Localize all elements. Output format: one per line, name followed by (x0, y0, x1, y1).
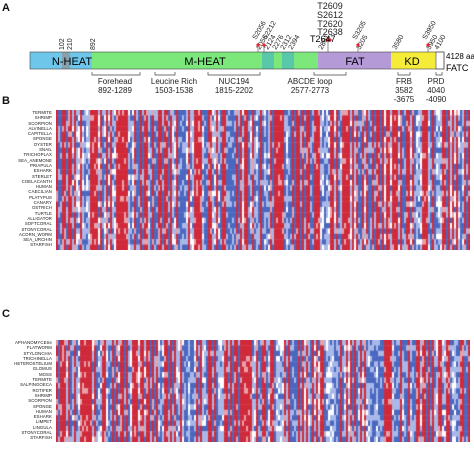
alignment-c-species-label: STONYCORAL (21, 430, 52, 436)
alignment-b-species-label: COELACANTH (21, 178, 52, 184)
alignment-b-species-label: SCORPION (28, 120, 52, 126)
region-leucine-name: Leucine Rich (151, 77, 197, 86)
alignment-b-species-label: TURTLE (34, 210, 52, 216)
domain-label-kd: KD (404, 56, 419, 68)
domain-diagram: N-HEAT M-HEAT FAT KD FATC 4128 aa 102 21… (29, 1, 474, 104)
alignment-b-species-label: OYSTER (33, 141, 52, 147)
region-frb-range: 3582 -3675 (394, 86, 415, 104)
site-label-t2609: T2609 (317, 1, 343, 11)
region-prd-range: 4040 -4090 (426, 86, 447, 104)
alignment-b-species-label: TERMITE (32, 110, 52, 115)
alignment-c-species-label: ROTIFER (32, 387, 52, 393)
site-marker-t2609 (325, 38, 329, 42)
alignment-b-species-label: SNAIL (39, 147, 52, 153)
alignment-c-species-label: FLATWORM (26, 345, 52, 351)
site-marker-s3950 (426, 43, 430, 47)
alignment-b-species-label: SOFTCORAL (24, 221, 52, 227)
region-abcde-range: 2577-2773 (291, 86, 330, 95)
region-nuc194-range: 1815-2202 (215, 86, 254, 95)
region-frb-name: FRB (396, 77, 412, 86)
alignment-c-species-label: SPONGE (33, 403, 52, 409)
site-label-t2620: T2620 (317, 19, 343, 29)
domain-fatc (435, 51, 445, 70)
site-marker-s2212 (262, 43, 266, 47)
alignment-b-species-label: PLATYPUS (29, 194, 52, 200)
alignment-b-species-label: STERLET (31, 173, 52, 179)
alignment-c-species-label: MOSS (38, 371, 52, 377)
domain-label-m-heat: M-HEAT (184, 56, 226, 68)
alignment-c-species-label: SALPINGOECA (20, 382, 52, 388)
alignment-b-species-label: CAECILIAN (28, 189, 52, 195)
alignment-b-species-label: HUMAN (35, 184, 52, 190)
site-marker-s2056 (256, 43, 260, 47)
alignment-c-species-label: SCORPION (28, 398, 52, 404)
domain-label-fatc: FATC (446, 63, 469, 73)
region-forehead-range: 892-1289 (98, 86, 132, 95)
alignment-b-species-label: ESHARK (33, 168, 52, 174)
alignment-c-species-label: SHRIMP (34, 392, 52, 398)
pos-3580: 3580 (392, 34, 406, 51)
alignment-b-species-label: PRIAPULA (29, 162, 52, 168)
species-list-c: APHANOMYCESe FLATWORM STYLONCHIA TRICHINELL… (0, 340, 52, 441)
alignment-c-species-label: STYLONCHIA (23, 350, 52, 356)
alignment-b-species-label: ACORN_WORM (19, 231, 52, 237)
alignment-c-species-label: HETEROSTELIUM (14, 361, 52, 367)
alignment-b-species-label: ALVINELLA (28, 125, 52, 131)
alignment-b-species-label: SEA_ANEMONE (18, 157, 52, 163)
region-abcde-name: ABCDE loop (288, 77, 333, 86)
alignment-c-species-label: ESHARK (33, 414, 52, 420)
alignment-c-species-label: APHANOMYCESe (14, 340, 52, 345)
panel-c-letter: C (2, 308, 10, 320)
domain-m-heat (92, 52, 318, 69)
region-leucine-range: 1503-1538 (155, 86, 194, 95)
domain-m-heat-sub1 (262, 52, 274, 69)
domain-n-heat (30, 52, 92, 69)
alignment-c-species-label: LIMPET (35, 419, 52, 425)
site-label-t2638: T2638 (317, 27, 343, 37)
domain-label-fat: FAT (345, 56, 365, 68)
alignment-heatmap-c (56, 340, 470, 442)
domain-m-heat-sub2 (282, 52, 294, 69)
site-marker-s3205 (356, 43, 360, 47)
alignment-b-species-label: CAPITELLA (27, 131, 52, 137)
pos-892: 892 (90, 38, 97, 50)
alignment-b-species-label: SEA_URCHIN (23, 237, 52, 243)
region-forehead-name: Forehead (98, 77, 132, 86)
species-list-b: TERMITE SHRIMP SCORPION ALVINELLA CAPITELLA S… (0, 110, 52, 248)
alignment-b-species-label: ALLIGATOR (27, 215, 52, 221)
alignment-b-species-label: STARFISH (30, 242, 52, 248)
alignment-b-species-label: OSTRICH (31, 205, 52, 211)
alignment-b-species-label: SHRIMP (34, 115, 52, 121)
alignment-b-species-label: CANARY (33, 200, 52, 206)
domain-outline (29, 51, 445, 70)
alignment-b-species-label: SPONGE (33, 136, 52, 142)
alignment-c-species-label: LINGULA (32, 424, 52, 430)
pos-210: 210 (67, 38, 74, 50)
pos-102: 102 (59, 38, 66, 50)
alignment-c-species-label: TRICHINELLA (22, 355, 52, 361)
alignment-c-species-label: TERMITE (32, 377, 52, 383)
panel-b-letter: B (2, 95, 10, 107)
site-marker-t2638 (328, 38, 332, 42)
domain-gap-grey (62, 52, 70, 69)
domain-fat (318, 52, 391, 69)
alignment-b-species-label: STONYCORAL (21, 226, 52, 232)
alignment-heatmap-b (56, 110, 470, 250)
alignment-c-species-label: HUMAN (35, 408, 52, 414)
alignment-c-species-label: STARFISH (30, 435, 52, 441)
alignment-c-species-label: GLOMUS (32, 366, 52, 372)
site-label-s2612: S2612 (317, 10, 343, 20)
alignment-b-species-label: TRICHOPLAX (23, 152, 52, 158)
panel-a-letter: A (2, 2, 10, 14)
site-label-t2647: T2647 (310, 34, 336, 44)
region-nuc194-name: NUC194 (219, 77, 250, 86)
total-length-label: 4128 aa (446, 52, 474, 61)
domain-kd (391, 52, 436, 69)
region-prd-name: PRD (428, 77, 445, 86)
domain-label-n-heat: N-HEAT (52, 56, 92, 68)
